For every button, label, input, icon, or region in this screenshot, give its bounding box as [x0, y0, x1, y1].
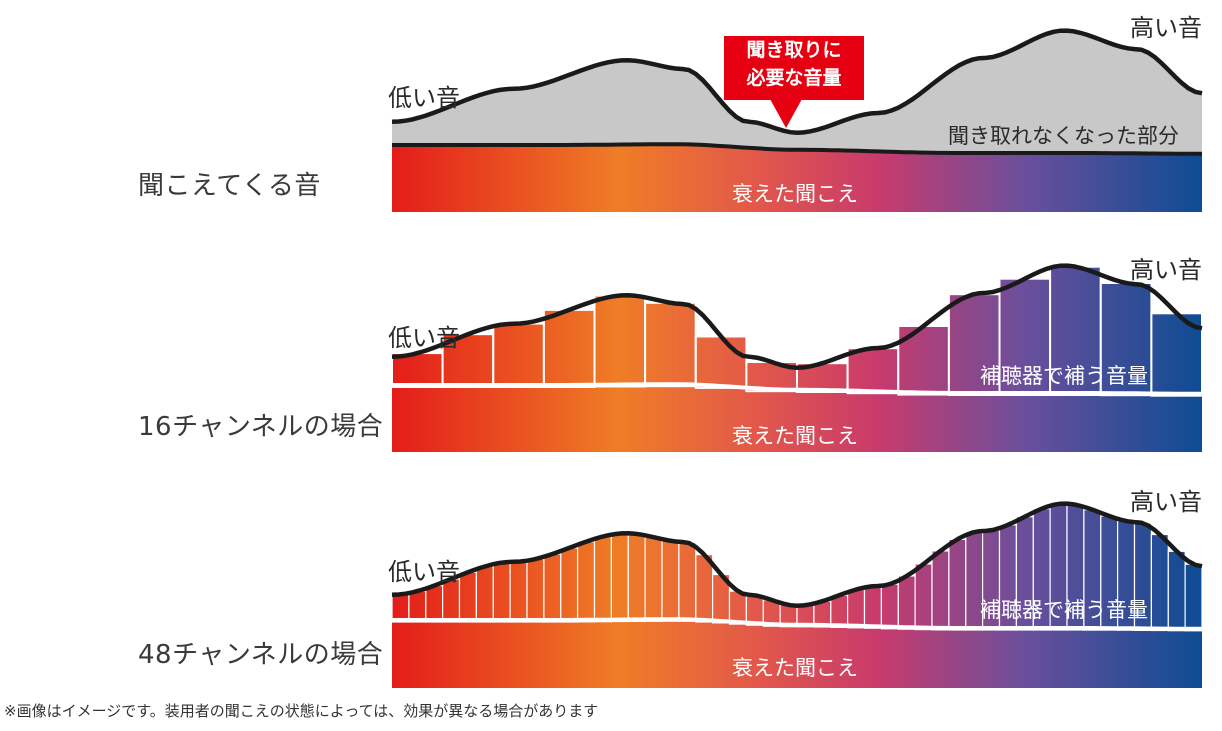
channel-bar: [627, 533, 646, 623]
channel-bar: [526, 558, 545, 623]
hearing-label: 衰えた聞こえ: [732, 424, 858, 448]
channel-bar: [1150, 533, 1169, 632]
channel-bar: [931, 550, 950, 631]
low-sound-label: 低い音: [388, 324, 460, 352]
row-label-16ch: 16チャンネルの場合: [138, 412, 384, 442]
channel-bar: [475, 565, 494, 623]
channel-bar: [830, 594, 849, 628]
channel-bar: [661, 540, 680, 622]
channel-bar: [1049, 265, 1102, 397]
channel-bar: [745, 594, 764, 626]
footnote: ※画像はイメージです。装用者の聞こえの状態によっては、効果が異なる場合があります: [4, 702, 599, 720]
channel-bar: [897, 575, 916, 630]
hearing-band: [392, 144, 1202, 212]
channel-bar: [509, 560, 528, 623]
channel-bar: [392, 593, 410, 623]
channel-bar: [644, 536, 663, 622]
callout-pointer: [770, 99, 802, 128]
channel-bar: [880, 583, 899, 630]
hearing-line: [392, 617, 1202, 631]
row2-diagram: [391, 263, 1203, 452]
row-label-48ch: 48チャンネルの場合: [138, 640, 384, 670]
lost-region: [392, 30, 1202, 154]
hearing-line: [392, 382, 1202, 396]
lost-region-label: 聞き取れなくなった部分: [948, 124, 1179, 148]
channel-bar: [914, 563, 933, 631]
aid-volume-label: 補聴器で補う音量: [980, 598, 1148, 622]
hearing-band: [392, 619, 1202, 688]
channel-bar: [458, 571, 477, 623]
channel-bar: [846, 347, 900, 395]
channel-bar: [678, 541, 697, 622]
channel-bar: [948, 538, 967, 631]
channel-bar: [542, 308, 596, 388]
aid-volume-label: 補聴器で補う音量: [980, 364, 1148, 388]
row-label-natural: 聞こえてくる音: [138, 171, 321, 201]
hearing-label: 衰えた聞こえ: [732, 182, 858, 206]
high-sound-label: 高い音: [1130, 256, 1202, 284]
sound-curve: [391, 263, 1203, 371]
sound-curve: [391, 28, 1203, 136]
callout-line2: 必要な音量: [746, 67, 842, 89]
sound-curve: [391, 501, 1203, 609]
channel-bar: [593, 294, 647, 388]
hearing-label: 衰えた聞こえ: [732, 656, 858, 680]
channel-bar: [593, 535, 612, 623]
high-sound-label: 高い音: [1130, 488, 1202, 516]
channel-bar: [644, 301, 697, 388]
channel-bar: [576, 541, 596, 623]
hearing-line: [392, 142, 1202, 156]
row1-diagram: [391, 28, 1203, 212]
channel-bar: [1167, 550, 1186, 632]
low-sound-label: 低い音: [388, 84, 460, 112]
channel-bar: [610, 532, 629, 623]
channel-bar: [846, 588, 866, 629]
channel-bar: [492, 562, 511, 623]
channel-bar: [560, 547, 579, 623]
low-sound-label: 低い音: [388, 558, 460, 586]
required-volume-callout: 聞き取りに 必要な音量: [724, 36, 864, 100]
channel-bar: [543, 553, 562, 623]
channel-bar: [863, 585, 882, 629]
channel-bar: [425, 584, 444, 623]
channel-bar: [1184, 563, 1202, 632]
row3-diagram: [391, 501, 1203, 688]
high-sound-label: 高い音: [1130, 14, 1202, 42]
callout-line1: 聞き取りに: [746, 39, 842, 61]
channel-bar: [492, 322, 545, 389]
hearing-band: [392, 384, 1202, 452]
channel-bar: [408, 590, 427, 623]
channel-bar: [694, 335, 748, 389]
